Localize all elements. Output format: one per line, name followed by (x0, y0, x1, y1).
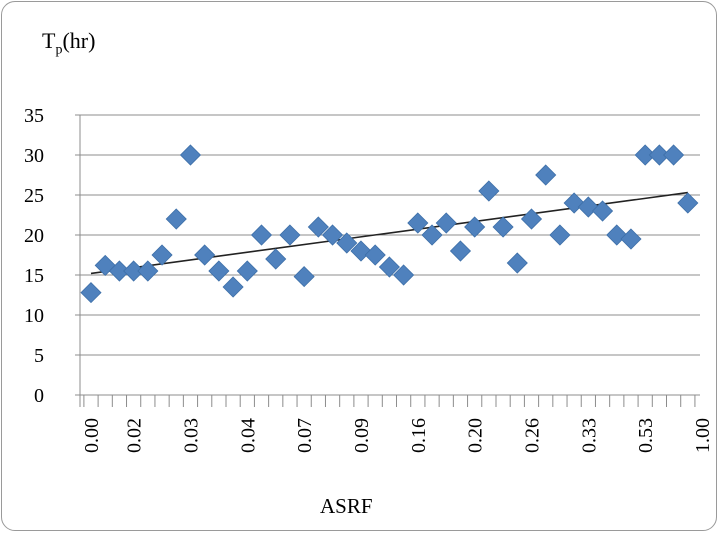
data-point (663, 144, 685, 166)
y-tick-label: 5 (34, 345, 44, 367)
x-tick-label: 0.26 (522, 418, 544, 453)
data-point (478, 180, 500, 202)
data-point (620, 228, 642, 250)
x-axis (79, 115, 700, 407)
data-point (549, 224, 571, 246)
data-point (464, 216, 486, 238)
data-point (393, 264, 415, 286)
data-point (535, 164, 557, 186)
data-point (378, 256, 400, 278)
x-tick-label: 0.00 (81, 418, 103, 453)
y-tick-label: 30 (24, 145, 44, 167)
data-point (520, 208, 543, 230)
data-point (407, 212, 429, 234)
data-point (222, 276, 244, 298)
data-point (123, 260, 145, 282)
y-tick-label: 20 (24, 225, 44, 247)
data-point (165, 208, 187, 230)
data-point (449, 240, 472, 262)
y-axis-title: Tp(hr) (42, 28, 96, 58)
y-axis-ticks: 0 5 10 15 20 25 30 35 (24, 105, 80, 407)
data-point (591, 200, 614, 222)
data-point (293, 266, 315, 288)
data-point (421, 224, 443, 246)
data-point (137, 260, 159, 282)
x-tick-label: 0.09 (351, 418, 373, 453)
x-tick-label: 0.04 (237, 418, 259, 453)
y-tick-label: 35 (24, 105, 44, 127)
data-point (307, 216, 329, 238)
data-point (336, 232, 358, 254)
x-axis-title: ASRF (320, 494, 373, 518)
x-axis-tick-labels: 0.00 0.02 0.03 0.04 0.07 0.09 0.16 0.20 0.26 0.33… (81, 418, 714, 453)
x-tick-label: 0.16 (408, 418, 430, 453)
data-points (80, 144, 699, 304)
data-point (265, 248, 287, 270)
data-point (506, 252, 528, 274)
y-tick-label: 0 (34, 385, 44, 407)
gridlines (80, 114, 700, 356)
data-point (648, 144, 670, 166)
data-point (322, 224, 344, 246)
data-point (236, 260, 258, 282)
data-point (179, 144, 202, 166)
x-tick-label: 0.20 (465, 418, 487, 453)
data-point (677, 192, 699, 214)
data-point (151, 244, 173, 266)
y-tick-label: 25 (24, 185, 44, 207)
data-point (279, 224, 301, 246)
x-tick-label: 0.33 (578, 418, 600, 453)
x-tick-label: 0.07 (294, 418, 316, 453)
data-point (250, 224, 273, 246)
data-point (492, 216, 514, 238)
x-tick-label: 1.00 (692, 418, 714, 453)
x-tick-label: 0.02 (124, 418, 146, 453)
y-tick-label: 10 (24, 305, 44, 327)
data-point (634, 144, 656, 166)
x-tick-label: 0.03 (180, 418, 202, 453)
y-tick-label: 15 (24, 265, 44, 287)
x-tick-label: 0.53 (635, 418, 657, 453)
data-point (80, 282, 102, 304)
data-point (435, 212, 457, 234)
data-point (194, 244, 216, 266)
data-point (364, 244, 386, 266)
data-point (108, 260, 130, 282)
data-point (208, 260, 230, 282)
